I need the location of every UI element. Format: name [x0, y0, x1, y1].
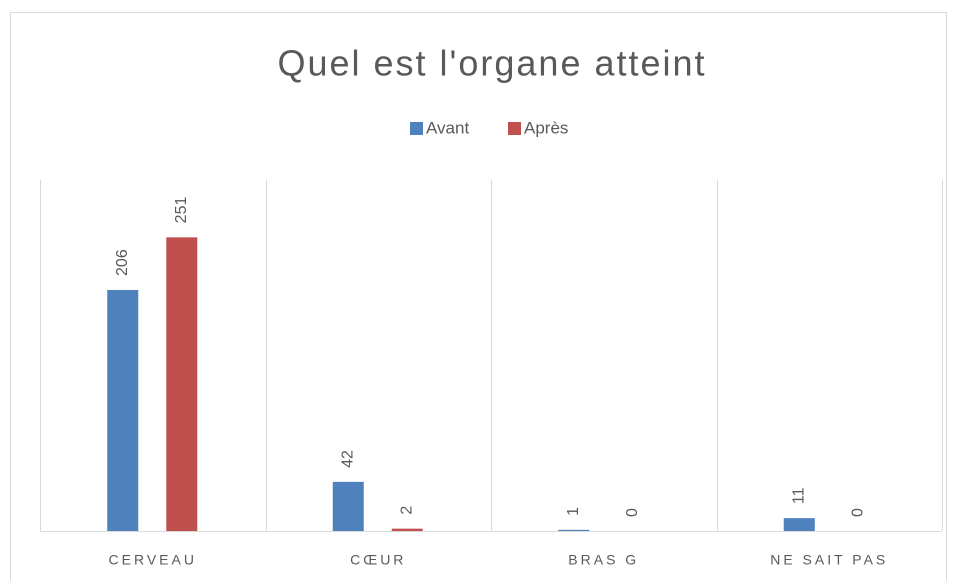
data-label: 206	[114, 249, 131, 276]
chart-title: Quel est l'organe atteint	[277, 43, 706, 84]
bar	[783, 518, 815, 531]
data-label: 0	[849, 508, 866, 517]
x-tick-label: CŒUR	[350, 552, 406, 568]
bar	[391, 528, 423, 531]
bar	[166, 237, 198, 531]
x-tick-label: NE SAIT PAS	[770, 552, 888, 568]
legend-label: Après	[524, 118, 568, 137]
data-label: 2	[398, 506, 415, 515]
data-label: 11	[790, 487, 807, 504]
data-label: 251	[173, 197, 190, 224]
legend-swatch	[410, 122, 423, 135]
bar	[558, 529, 590, 531]
legend-swatch	[508, 122, 521, 135]
x-tick-label: CERVEAU	[109, 552, 197, 568]
data-label: 0	[624, 508, 641, 517]
bar	[107, 289, 139, 531]
legend-label: Avant	[426, 118, 469, 137]
data-label: 42	[339, 450, 356, 468]
data-label: 1	[565, 507, 582, 516]
bar	[332, 481, 364, 531]
x-tick-label: BRAS G	[568, 552, 639, 568]
